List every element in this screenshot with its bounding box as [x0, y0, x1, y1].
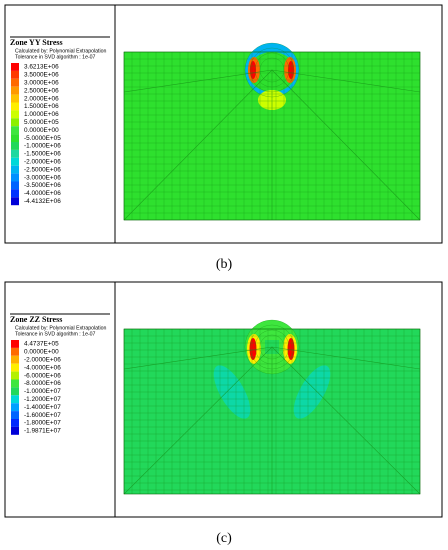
mesh-radial: [123, 69, 273, 93]
legend-swatch: [11, 189, 19, 198]
mesh-ring: [244, 42, 300, 98]
mesh-ring: [254, 329, 290, 365]
caption: (c): [216, 531, 232, 546]
legend-label: -6.0000E+06: [24, 372, 61, 379]
legend-label: -3.0000E+06: [24, 174, 61, 181]
legend-label: -4.4132E+06: [24, 198, 61, 205]
legend-swatch: [11, 142, 19, 150]
legend-label: -4.0000E+06: [24, 364, 61, 371]
legend-swatch: [11, 379, 19, 388]
lobe-l-core: [249, 338, 257, 360]
legend-label: -1.8000E+07: [24, 420, 61, 427]
legend-label: -1.6000E+07: [24, 412, 61, 419]
legend-swatch: [11, 419, 19, 427]
legend-label: -1.0000E+06: [24, 143, 61, 150]
legend-swatch: [11, 157, 19, 166]
mesh-radial: [123, 69, 273, 221]
legend-label: -1.2000E+07: [24, 396, 61, 403]
mesh-radial: [271, 346, 421, 370]
legend-swatch: [11, 134, 19, 142]
lobe-r-core: [287, 338, 295, 360]
legend-swatch: [11, 411, 19, 419]
legend-swatch: [11, 118, 19, 127]
legend-label: 0.0000E+00: [24, 349, 59, 356]
legend-swatch: [11, 86, 19, 95]
mesh-lines: [123, 319, 421, 495]
legend-swatch: [11, 173, 19, 182]
legend-label: 3.5000E+06: [24, 72, 59, 79]
legend-label: 1.5000E+06: [24, 103, 59, 110]
legend-label: 4.4737E+05: [24, 341, 59, 348]
caption: (b): [216, 257, 233, 272]
mesh-ring: [244, 319, 300, 375]
legend-swatch: [11, 63, 19, 71]
legend-note: Tolerance in SVD algorithm : 1e-07: [15, 331, 96, 337]
legend-swatch: [11, 94, 19, 103]
legend-swatch: [11, 403, 19, 412]
legend-swatch: [11, 371, 19, 380]
mesh-ring: [249, 47, 295, 93]
legend-label: 3.6213E+06: [24, 64, 59, 71]
legend-note: Calculated by: Polynomial Extrapolation: [15, 325, 107, 331]
legend-swatch: [11, 165, 19, 174]
legend-label: -1.0000E+07: [24, 388, 61, 395]
lobe-r-core: [288, 61, 294, 79]
legend-label: 3.0000E+06: [24, 79, 59, 86]
legend-swatch: [11, 110, 19, 119]
legend-label: 2.0000E+06: [24, 95, 59, 102]
legend-swatch: [11, 355, 19, 364]
legend-label: 2.5000E+06: [24, 87, 59, 94]
mesh-radial: [271, 69, 421, 93]
legend-label: -5.0000E+05: [24, 135, 61, 142]
legend-swatch: [11, 70, 19, 79]
legend-label: -3.5000E+06: [24, 182, 61, 189]
legend-swatch: [11, 149, 19, 158]
mesh-radial: [123, 346, 273, 370]
lobe-l-core: [250, 61, 256, 79]
legend-swatch: [11, 426, 19, 435]
mesh-radial: [271, 69, 421, 221]
mesh-radial: [271, 346, 421, 495]
legend-swatch: [11, 102, 19, 111]
legend-label: -1.4000E+07: [24, 404, 61, 411]
legend-label: -1.5000E+06: [24, 151, 61, 158]
legend-label: 0.0000E+00: [24, 127, 59, 134]
legend-swatch: [11, 126, 19, 135]
mesh-ring: [254, 52, 290, 88]
mesh-ring: [259, 57, 285, 83]
legend-label: -2.0000E+06: [24, 356, 61, 363]
legend-label: -2.5000E+06: [24, 166, 61, 173]
mesh-border: [123, 51, 421, 221]
legend-label: -8.0000E+06: [24, 380, 61, 387]
mesh-ring: [259, 334, 285, 360]
legend-swatch: [11, 181, 19, 190]
legend-label: 5.0000E+05: [24, 119, 59, 126]
legend-label: -4.0000E+06: [24, 190, 61, 197]
legend-swatch: [11, 395, 19, 404]
legend-note: Calculated by: Polynomial Extrapolation: [15, 48, 107, 54]
legend-label: -1.9871E+07: [24, 428, 61, 435]
mesh-ring: [249, 324, 295, 370]
legend-label: -2.0000E+06: [24, 158, 61, 165]
legend-swatch: [11, 197, 19, 206]
mesh-border: [123, 328, 421, 495]
legend-swatch: [11, 347, 19, 356]
legend-swatch: [11, 387, 19, 396]
legend-label: 1.0000E+06: [24, 111, 59, 118]
legend-swatch: [11, 340, 19, 348]
mesh-radial: [123, 346, 273, 495]
legend-swatch: [11, 363, 19, 372]
legend-title: Zone ZZ Stress: [10, 315, 62, 324]
legend-note: Tolerance in SVD algorithm : 1e-07: [15, 54, 96, 60]
legend-swatch: [11, 78, 19, 87]
legend-title: Zone YY Stress: [10, 38, 63, 47]
